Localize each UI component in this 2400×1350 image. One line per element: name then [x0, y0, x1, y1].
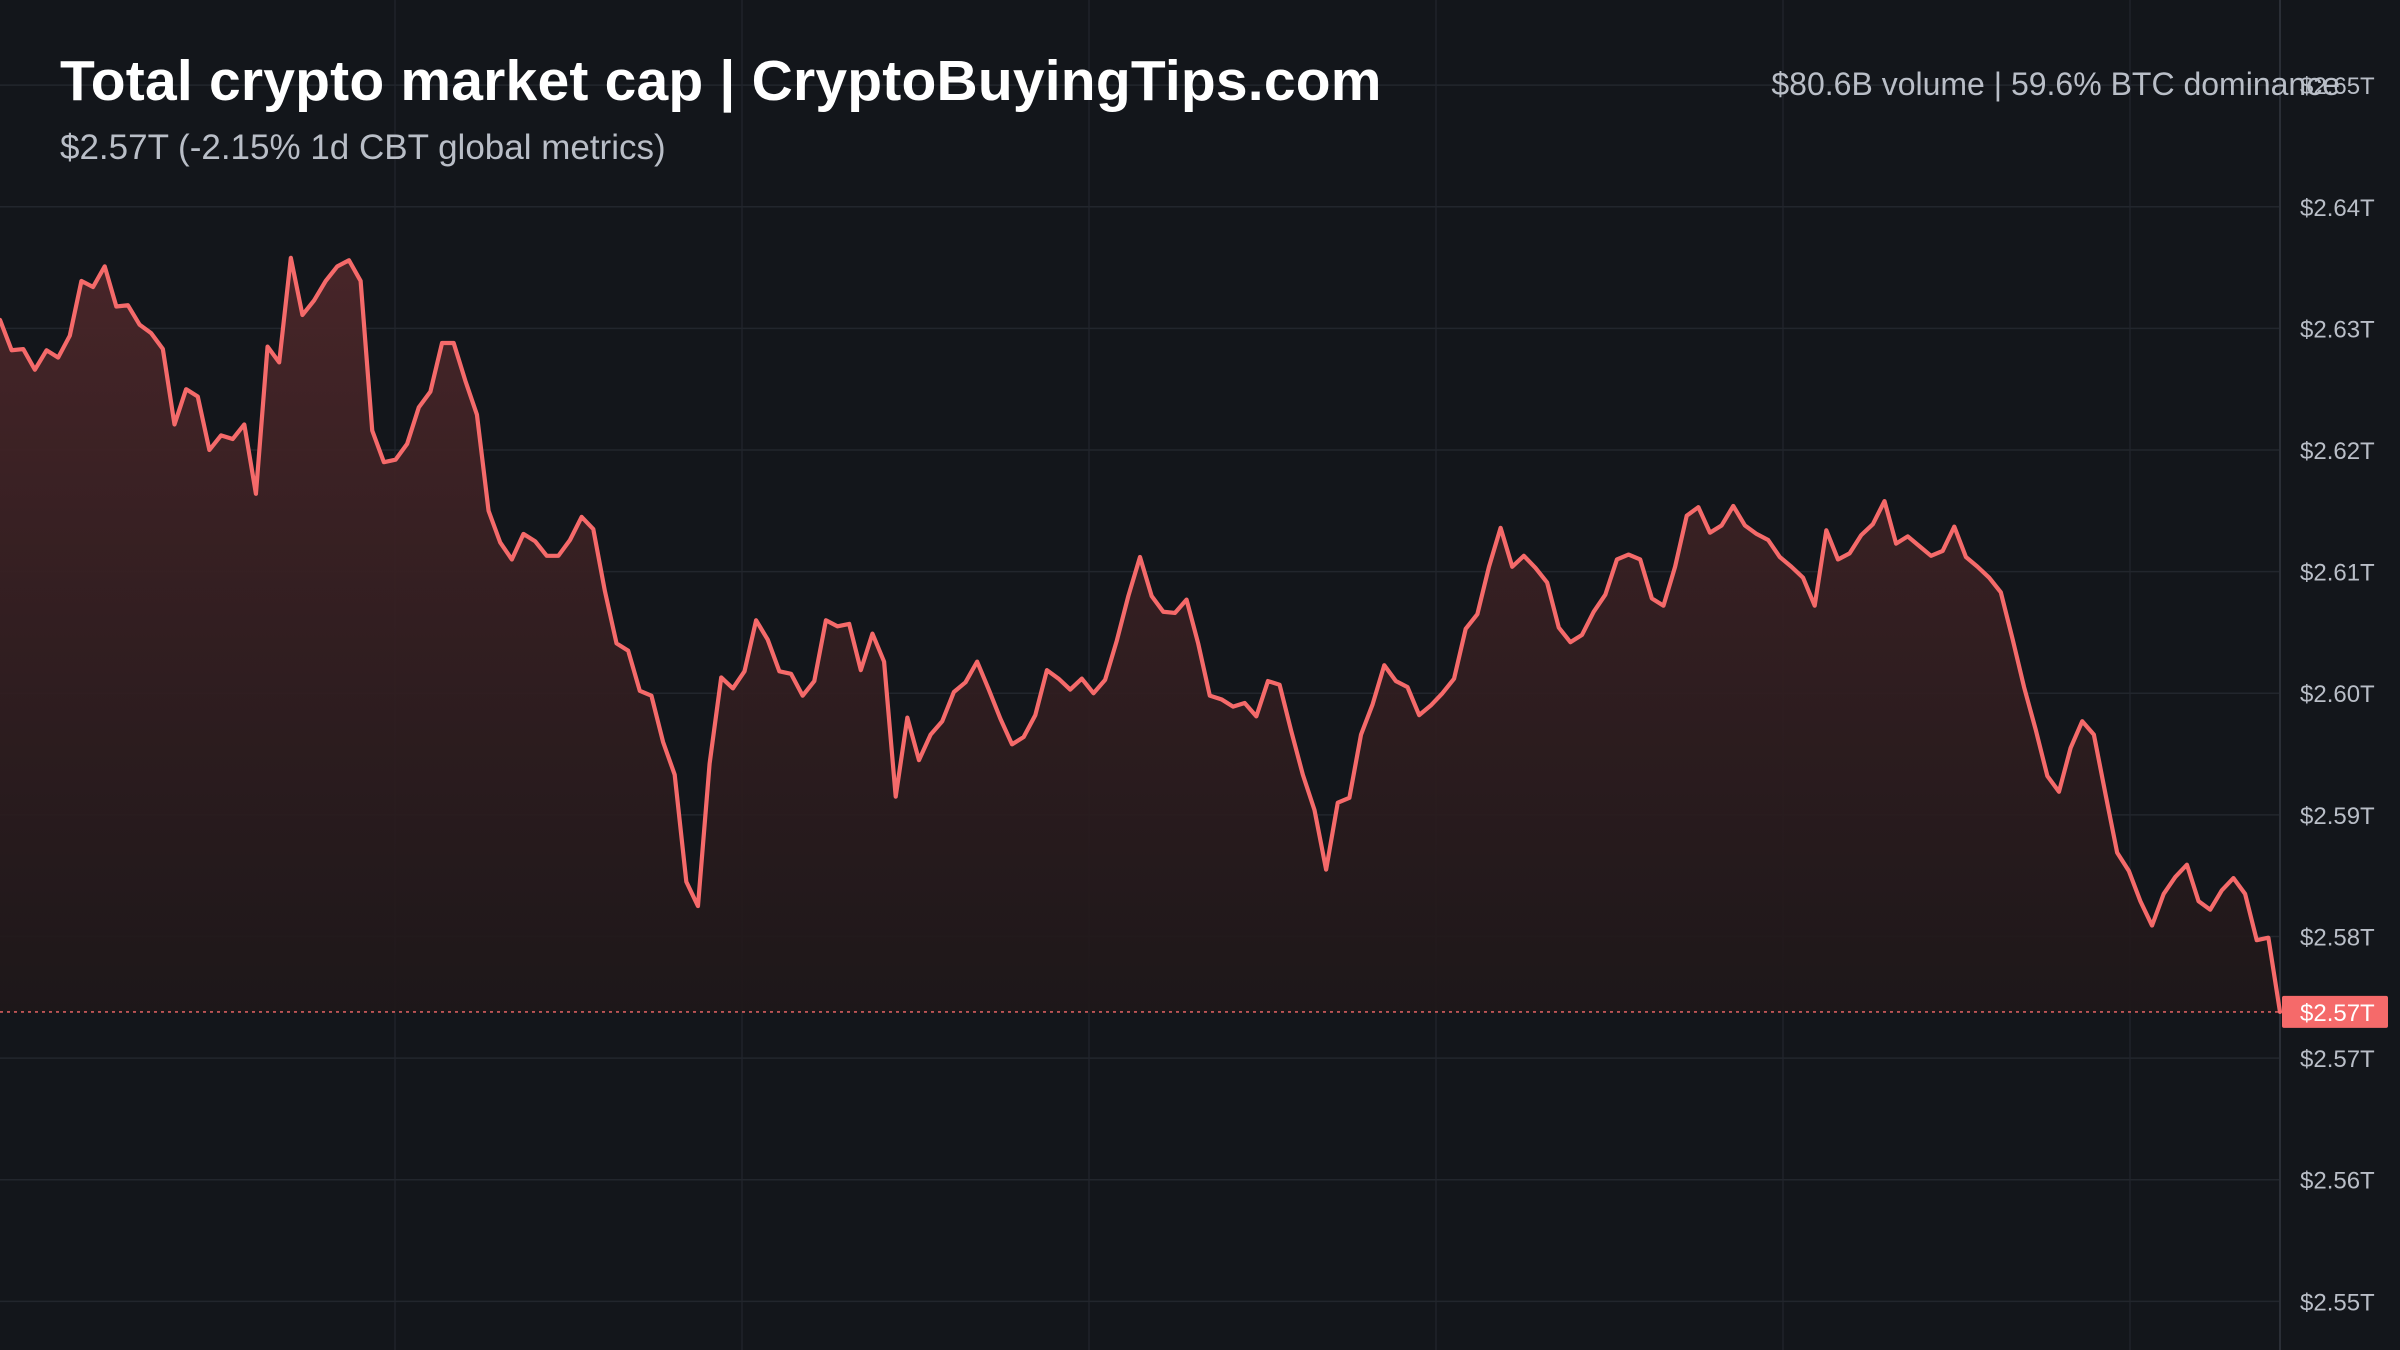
y-tick-label: $2.59T	[2300, 803, 2375, 830]
y-tick-label: $2.63T	[2300, 316, 2375, 343]
price-area-fill	[0, 257, 2280, 1012]
price-area	[0, 255, 2283, 1014]
y-tick-label: $2.56T	[2300, 1168, 2375, 1195]
current-price-marker: $2.57T	[0, 995, 2388, 1028]
market-stats: $80.6B volume | 59.6% BTC dominance	[1771, 66, 2340, 102]
y-tick-label: $2.64T	[2300, 195, 2375, 222]
y-tick-label: $2.58T	[2300, 924, 2375, 951]
chart-subtitle: $2.57T (-2.15% 1d CBT global metrics)	[60, 128, 666, 167]
y-tick-label: $2.65T	[2300, 73, 2375, 100]
y-tick-label: $2.55T	[2300, 1289, 2375, 1316]
current-price-label: $2.57T	[2300, 1000, 2375, 1027]
y-tick-label: $2.61T	[2300, 560, 2375, 587]
current-price-badge	[2282, 995, 2388, 1028]
y-tick-label: $2.57T	[2300, 1046, 2375, 1073]
price-line	[0, 255, 2283, 1014]
y-axis: $2.65T $2.64T $2.63T $2.62T $2.61T $2.60T $2.5…	[2300, 73, 2375, 1316]
y-tick-label: $2.60T	[2300, 681, 2375, 708]
chart-title: Total crypto market cap | CryptoBuyingTi…	[60, 49, 1382, 113]
y-tick-label: $2.62T	[2300, 438, 2375, 465]
